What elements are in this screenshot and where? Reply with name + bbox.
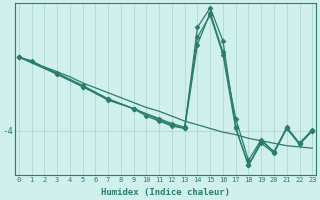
X-axis label: Humidex (Indice chaleur): Humidex (Indice chaleur): [101, 188, 230, 197]
